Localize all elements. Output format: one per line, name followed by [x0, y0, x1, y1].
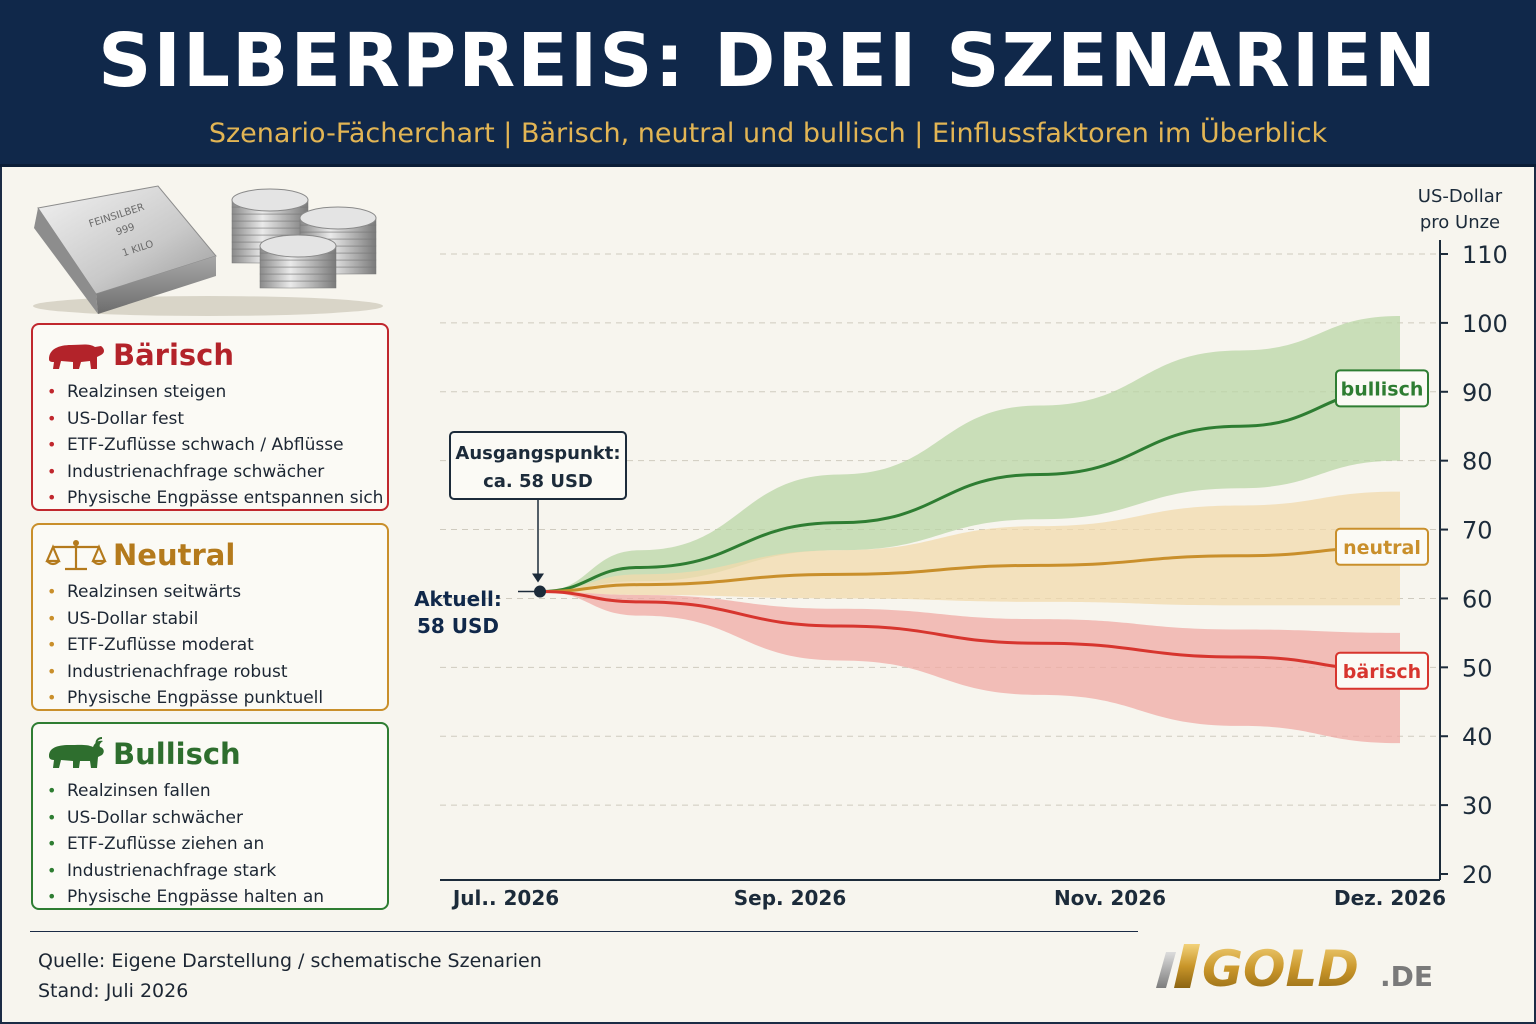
callout-text: ca. 58 USD	[483, 471, 593, 492]
x-tick-label: Dez. 2026	[1334, 886, 1446, 910]
list-item: Industrienachfrage robust	[47, 659, 323, 686]
logo-gold-text: GOLD	[1202, 940, 1359, 998]
scenario-title: Neutral	[113, 538, 236, 572]
factor-list: Realzinsen fallen US-Dollar schwächer ET…	[47, 778, 324, 911]
callout-arrowhead	[532, 573, 544, 583]
y-axis-title: pro Unze	[1420, 212, 1500, 233]
list-item: Physische Engpässe halten an	[47, 884, 324, 911]
scenario-card-bullisch: Bullisch Realzinsen fallen US-Dollar sch…	[31, 722, 389, 910]
coin-face	[299, 206, 377, 230]
coin-edge	[231, 227, 309, 236]
y-tick-label: 60	[1462, 585, 1493, 613]
x-tick-label: Nov. 2026	[1054, 886, 1166, 910]
coin-edge	[259, 266, 337, 275]
series-line-bärisch	[539, 590, 1401, 673]
list-item: Physische Engpässe entspannen sich	[47, 485, 383, 512]
source-text: Quelle: Eigene Darstellung / schematisch…	[38, 950, 542, 972]
y-tick-label: 30	[1462, 792, 1493, 820]
callout-text: Ausgangspunkt:	[455, 443, 620, 464]
factor-list: Realzinsen steigen US-Dollar fest ETF-Zu…	[47, 379, 383, 512]
bull-icon	[49, 737, 104, 768]
y-tick-label: 20	[1462, 861, 1493, 889]
series-line-bullisch	[539, 386, 1401, 594]
list-item: US-Dollar schwächer	[47, 805, 324, 832]
x-tick-label: Sep. 2026	[734, 886, 847, 910]
series-label-box	[1335, 651, 1429, 690]
current-price-value: 58 USD	[417, 614, 499, 638]
y-tick-label: 80	[1462, 448, 1493, 476]
current-price-label: Aktuell:	[414, 587, 502, 611]
coin-face	[259, 234, 337, 258]
scales-icon	[45, 540, 107, 571]
y-axis-title: US-Dollar	[1418, 186, 1503, 207]
band-bärisch	[540, 591, 1400, 744]
series-label: neutral	[1343, 537, 1421, 559]
footer-divider	[30, 931, 1138, 932]
coin-edge	[231, 220, 309, 229]
list-item: ETF-Zuflüsse ziehen an	[47, 831, 324, 858]
series-label: bärisch	[1343, 661, 1421, 683]
list-item: Industrienachfrage schwächer	[47, 459, 383, 486]
header: SILBERPREIS: DREI SZENARIEN Szenario-Fäc…	[0, 0, 1536, 167]
series-line-neutral	[539, 545, 1401, 594]
series-label: bullisch	[1341, 378, 1424, 400]
coin-edge	[259, 273, 337, 282]
list-item: Realzinsen fallen	[47, 778, 324, 805]
list-item: Physische Engpässe punktuell	[47, 685, 323, 712]
y-tick-label: 100	[1462, 310, 1508, 338]
list-item: ETF-Zuflüsse moderat	[47, 632, 323, 659]
source-note: Quelle: Eigene Darstellung / schematisch…	[38, 946, 542, 1006]
gold-de-logo: GOLD .DE	[1156, 940, 1433, 998]
y-tick-label: 70	[1462, 517, 1493, 545]
series-label-box	[1335, 527, 1429, 566]
start-point	[534, 585, 546, 598]
page-title: SILBERPREIS: DREI SZENARIEN	[98, 18, 1438, 104]
list-item: US-Dollar stabil	[47, 606, 323, 633]
scenario-fan-chart: 20 30 40 50 60 70 80 90 100 110 US-Dollar pro Unze J…	[414, 186, 1508, 910]
y-tick-label: 90	[1462, 379, 1493, 407]
list-item: Industrienachfrage stark	[47, 858, 324, 885]
y-tick-label: 110	[1462, 241, 1508, 269]
coin-edge	[259, 259, 337, 268]
coin-edge	[259, 280, 337, 289]
y-tick-label: 50	[1462, 654, 1493, 682]
date-text: Stand: Juli 2026	[38, 980, 189, 1002]
scenario-card-neutral: Neutral Realzinsen seitwärts US-Dollar s…	[31, 523, 389, 711]
scenario-title: Bärisch	[113, 338, 235, 372]
list-item: Realzinsen seitwärts	[47, 579, 323, 606]
list-item: Realzinsen steigen	[47, 379, 383, 406]
band-bullisch	[540, 316, 1400, 592]
logo-suffix-text: .DE	[1380, 960, 1433, 993]
list-item: US-Dollar fest	[47, 406, 383, 433]
coin-edge	[231, 213, 309, 222]
scenario-title: Bullisch	[113, 737, 241, 771]
factor-list: Realzinsen seitwärts US-Dollar stabil ET…	[47, 579, 323, 712]
list-item: ETF-Zuflüsse schwach / Abflüsse	[47, 432, 383, 459]
x-tick-label: Jul.. 2026	[451, 886, 559, 910]
bear-icon	[49, 344, 104, 369]
y-tick-label: 40	[1462, 723, 1493, 751]
scenario-card-baerisch: Bärisch Realzinsen steigen US-Dollar fes…	[31, 323, 389, 511]
coin-face	[231, 188, 309, 212]
silver-bar-and-coins-image: FEINSILBER 999 1 KILO	[33, 185, 383, 316]
series-label-box	[1335, 369, 1429, 408]
page-subtitle: Szenario-Fächerchart | Bärisch, neutral …	[208, 118, 1328, 149]
